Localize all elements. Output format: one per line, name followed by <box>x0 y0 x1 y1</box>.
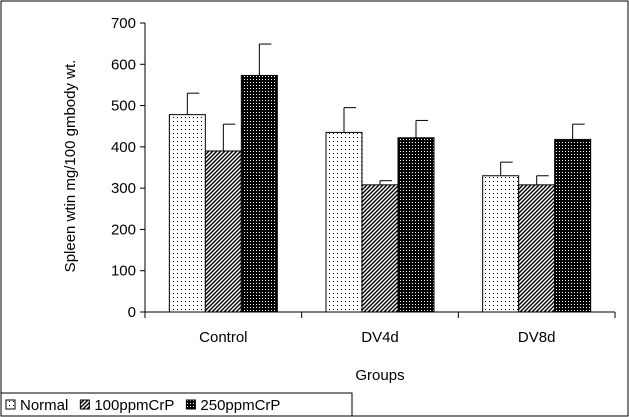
y-tick-label: 200 <box>111 221 136 238</box>
bar-250ppmcrp-control <box>240 74 278 313</box>
bar-100ppmcrp-dv4d <box>361 184 399 313</box>
y-tick-label: 600 <box>111 56 136 73</box>
bar-normal-dv4d <box>325 131 363 313</box>
legend-label: 100ppmCrP <box>94 397 174 414</box>
bar-250ppmcrp-dv8d <box>554 138 592 313</box>
bar-normal-dv8d <box>482 175 520 313</box>
y-tick-label: 0 <box>128 304 136 321</box>
legend-box <box>0 392 353 417</box>
legend-label: Normal <box>20 397 68 414</box>
legend: Normal 100ppmCrP 250ppmCrP <box>5 397 280 414</box>
x-tick-label: DV4d <box>361 329 399 346</box>
legend-label: 250ppmCrP <box>200 397 280 414</box>
legend-swatch-normal <box>5 399 16 410</box>
y-tick-label: 300 <box>111 180 136 197</box>
bars <box>168 74 592 313</box>
y-tick-label: 700 <box>111 15 136 32</box>
y-axis-title: Spleen wtin mg/100 gmbody wt. <box>62 60 79 273</box>
y-tick-label: 500 <box>111 98 136 115</box>
y-axis-ticks: 0 100 200 300 400 500 600 700 <box>111 15 145 321</box>
bar-100ppmcrp-dv8d <box>518 184 556 313</box>
bar-250ppmcrp-dv4d <box>397 137 435 313</box>
y-tick-label: 400 <box>111 139 136 156</box>
bar-100ppmcrp-control <box>204 150 242 313</box>
bar-normal-control <box>168 114 206 313</box>
x-axis-title: Groups <box>355 367 404 384</box>
y-tick-label: 100 <box>111 263 136 280</box>
legend-swatch-250ppmcrp <box>185 399 196 410</box>
x-tick-label: Control <box>199 329 247 346</box>
legend-swatch-100ppmcrp <box>79 399 90 410</box>
error-bars <box>186 43 585 185</box>
x-axis-ticks: Control DV4d DV8d <box>144 312 616 346</box>
x-tick-label: DV8d <box>518 329 556 346</box>
